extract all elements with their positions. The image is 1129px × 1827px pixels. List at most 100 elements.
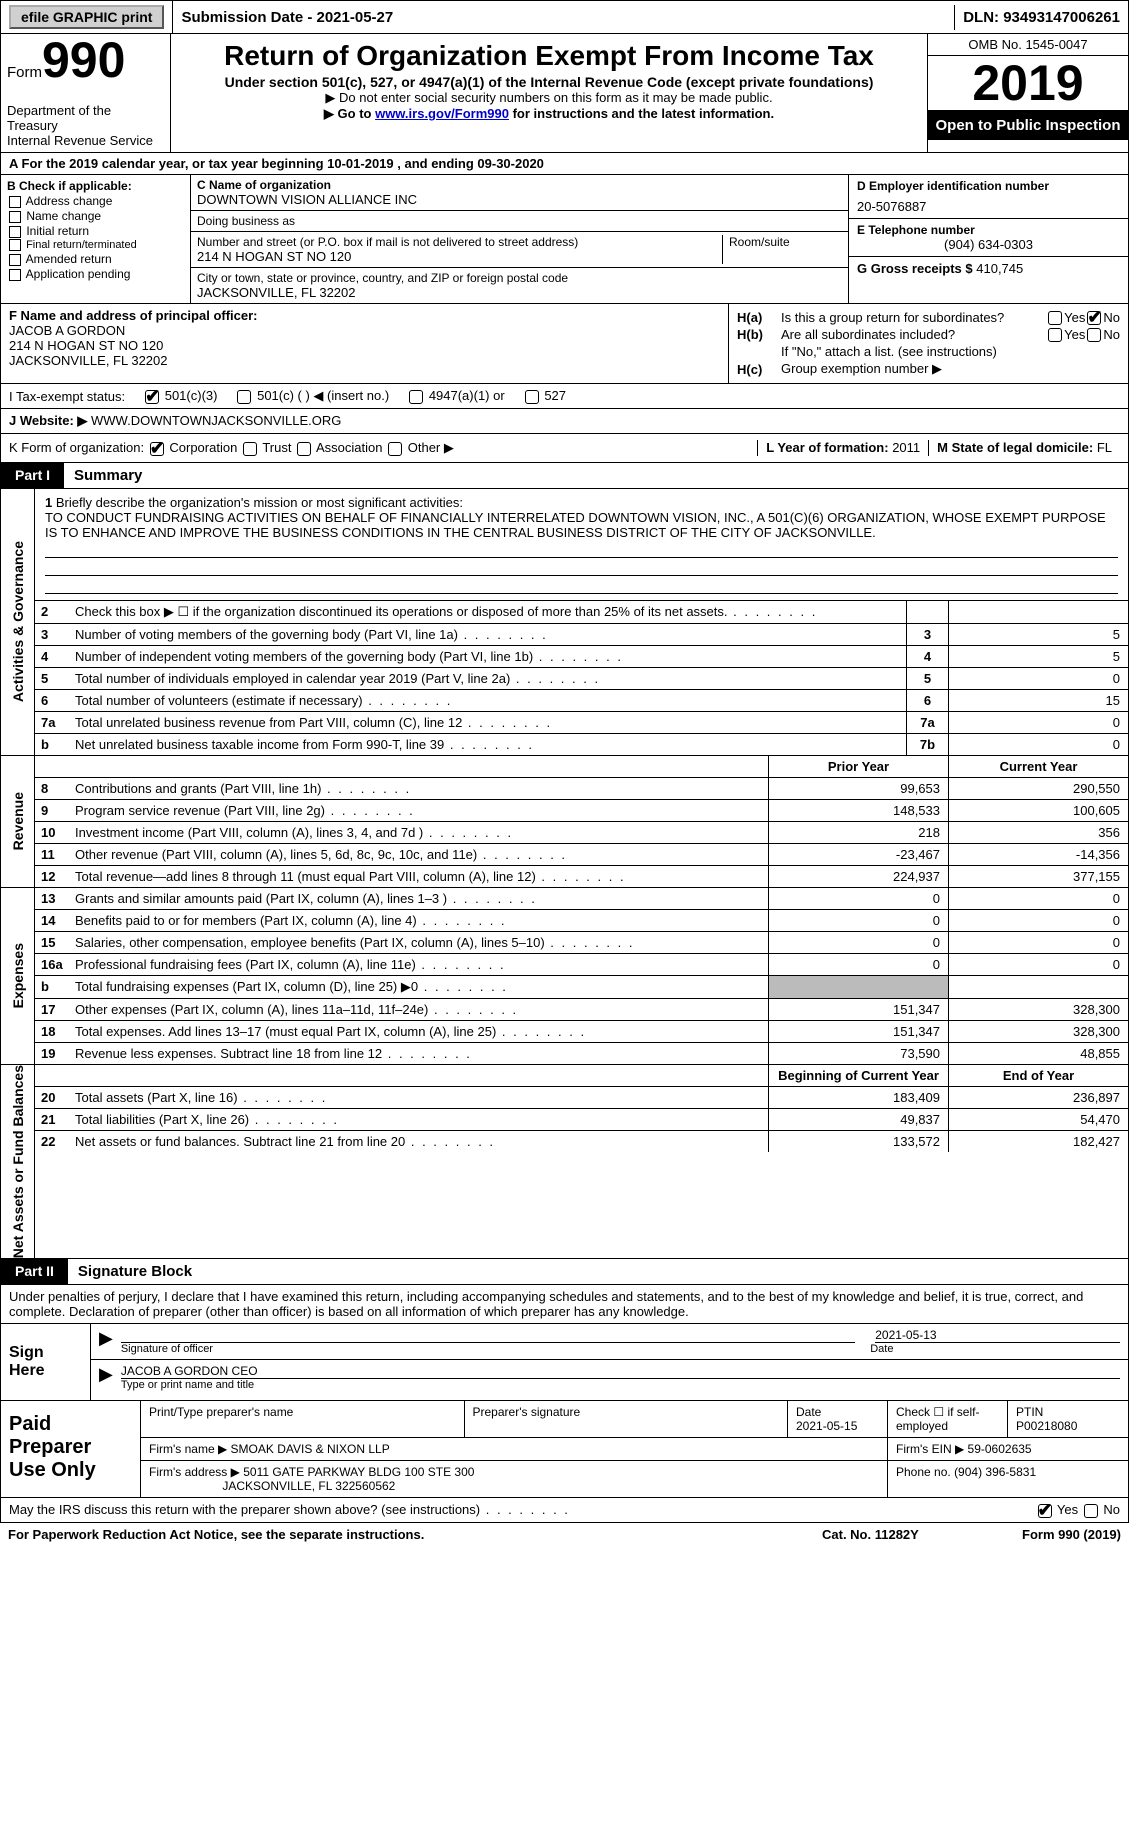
form-title: Return of Organization Exempt From Incom… (179, 40, 919, 72)
street-value: 214 N HOGAN ST NO 120 (197, 249, 722, 264)
tax-status-label: I Tax-exempt status: (9, 389, 125, 404)
irs-link[interactable]: www.irs.gov/Form990 (375, 106, 509, 121)
chk-4947[interactable] (409, 390, 423, 404)
top-bar: efile GRAPHIC print Submission Date - 20… (0, 0, 1129, 34)
gov-line: 3Number of voting members of the governi… (35, 624, 1128, 646)
form-header: Form990 Department of the Treasury Inter… (0, 34, 1129, 153)
revenue-section: Revenue Prior Year Current Year 8Contrib… (0, 756, 1129, 888)
ptin-value: P00218080 (1016, 1419, 1077, 1433)
chk-trust[interactable] (243, 442, 257, 456)
ptin-label: PTIN (1016, 1405, 1043, 1419)
data-line: 14Benefits paid to or for members (Part … (35, 910, 1128, 932)
officer-addr2: JACKSONVILLE, FL 32202 (9, 353, 168, 368)
data-line: 12Total revenue—add lines 8 through 11 (… (35, 866, 1128, 887)
tel-value: (904) 634-0303 (857, 237, 1120, 252)
irs-label: Internal Revenue Service (7, 133, 164, 148)
chk-amended-return[interactable]: Amended return (7, 252, 184, 266)
header-left: Form990 Department of the Treasury Inter… (1, 34, 171, 152)
preparer-header: Paid Preparer Use Only (1, 1401, 141, 1497)
part-1-tag: Part I (1, 463, 64, 488)
discuss-yes-checkbox[interactable] (1038, 1504, 1052, 1518)
street-label: Number and street (or P.O. box if mail i… (197, 235, 722, 249)
dept-treasury: Department of the Treasury (7, 103, 164, 133)
section-c: C Name of organization DOWNTOWN VISION A… (191, 175, 848, 303)
data-line: 11Other revenue (Part VIII, column (A), … (35, 844, 1128, 866)
officer-printed-name: JACOB A GORDON CEO (121, 1364, 1120, 1379)
chk-application-pending[interactable]: Application pending (7, 267, 184, 281)
chk-501c3[interactable] (145, 390, 159, 404)
suite-label: Room/suite (722, 235, 842, 264)
city-value: JACKSONVILLE, FL 32202 (197, 285, 842, 300)
dba-label: Doing business as (197, 214, 842, 228)
perjury-text: Under penalties of perjury, I declare th… (1, 1285, 1128, 1323)
revenue-col-headers: Prior Year Current Year (35, 756, 1128, 778)
footer-right: Form 990 (2019) (1022, 1527, 1121, 1542)
state-domicile-label: M State of legal domicile: (937, 440, 1093, 455)
firm-name-label: Firm's name ▶ (149, 1442, 227, 1456)
part-2-header: Part II Signature Block (0, 1259, 1129, 1285)
data-line: 22Net assets or fund balances. Subtract … (35, 1131, 1128, 1152)
firm-addr-label: Firm's address ▶ (149, 1465, 240, 1479)
tax-year: 2019 (928, 56, 1128, 111)
chk-association[interactable] (297, 442, 311, 456)
hb-no-checkbox[interactable] (1087, 328, 1101, 342)
chk-address-change[interactable]: Address change (7, 194, 184, 208)
hc-label: H(c) (737, 362, 781, 377)
firm-addr1: 5011 GATE PARKWAY BLDG 100 STE 300 (243, 1465, 474, 1479)
prep-date-label: Date (796, 1405, 821, 1419)
data-line: 9Program service revenue (Part VIII, lin… (35, 800, 1128, 822)
officer-signature-field[interactable] (121, 1328, 855, 1343)
side-label-net-assets: Net Assets or Fund Balances (1, 1065, 35, 1258)
block-bcd: B Check if applicable: Address change Na… (0, 175, 1129, 304)
section-d: D Employer identification number 20-5076… (848, 175, 1128, 303)
goto-post: for instructions and the latest informat… (509, 106, 774, 121)
hb-label: H(b) (737, 327, 781, 342)
signature-block: Under penalties of perjury, I declare th… (0, 1285, 1129, 1498)
section-f: F Name and address of principal officer:… (1, 304, 728, 383)
form-word: Form (7, 64, 42, 81)
efile-print-button[interactable]: efile GRAPHIC print (9, 5, 164, 29)
footer: For Paperwork Reduction Act Notice, see … (0, 1523, 1129, 1546)
hb-yes-checkbox[interactable] (1048, 328, 1062, 342)
ein-value: 20-5076887 (857, 199, 1120, 214)
ha-text: Is this a group return for subordinates? (781, 310, 1046, 325)
row-j-website: J Website: ▶ WWW.DOWNTOWNJACKSONVILLE.OR… (0, 409, 1129, 434)
ha-no-checkbox[interactable] (1087, 311, 1101, 325)
tel-label: E Telephone number (857, 223, 1120, 237)
chk-527[interactable] (525, 390, 539, 404)
org-name: DOWNTOWN VISION ALLIANCE INC (197, 192, 842, 207)
expenses-section: Expenses 13Grants and similar amounts pa… (0, 888, 1129, 1065)
ein-label: D Employer identification number (857, 179, 1120, 193)
chk-name-change[interactable]: Name change (7, 209, 184, 223)
chk-501c[interactable] (237, 390, 251, 404)
prep-check-self[interactable]: Check ☐ if self-employed (888, 1401, 1008, 1437)
sig-officer-label: Signature of officer (121, 1343, 870, 1355)
side-label-expenses: Expenses (1, 888, 35, 1064)
website-value: WWW.DOWNTOWNJACKSONVILLE.ORG (91, 413, 341, 428)
data-line: 19Revenue less expenses. Subtract line 1… (35, 1043, 1128, 1064)
gov-line: 5Total number of individuals employed in… (35, 668, 1128, 690)
officer-label: F Name and address of principal officer: (9, 308, 258, 323)
chk-corporation[interactable] (150, 442, 164, 456)
gov-line: 6Total number of volunteers (estimate if… (35, 690, 1128, 712)
data-line: 21Total liabilities (Part X, line 26)49,… (35, 1109, 1128, 1131)
hb-text: Are all subordinates included? (781, 327, 1046, 342)
firm-phone-label: Phone no. (896, 1465, 951, 1479)
part-2-title: Signature Block (68, 1259, 202, 1284)
data-line: 18Total expenses. Add lines 13–17 (must … (35, 1021, 1128, 1043)
section-b-header: B Check if applicable: (7, 179, 184, 193)
arrow-icon: ▶ (99, 1328, 113, 1355)
ha-label: H(a) (737, 310, 781, 325)
firm-ein-label: Firm's EIN ▶ (896, 1442, 964, 1456)
discuss-no-checkbox[interactable] (1084, 1504, 1098, 1518)
discuss-row: May the IRS discuss this return with the… (0, 1498, 1129, 1523)
prior-year-header: Prior Year (768, 756, 948, 777)
section-b: B Check if applicable: Address change Na… (1, 175, 191, 303)
officer-addr1: 214 N HOGAN ST NO 120 (9, 338, 163, 353)
ha-yes-checkbox[interactable] (1048, 311, 1062, 325)
header-middle: Return of Organization Exempt From Incom… (171, 34, 928, 152)
chk-other[interactable] (388, 442, 402, 456)
chk-final-return[interactable]: Final return/terminated (7, 239, 184, 251)
chk-initial-return[interactable]: Initial return (7, 224, 184, 238)
data-line: 10Investment income (Part VIII, column (… (35, 822, 1128, 844)
